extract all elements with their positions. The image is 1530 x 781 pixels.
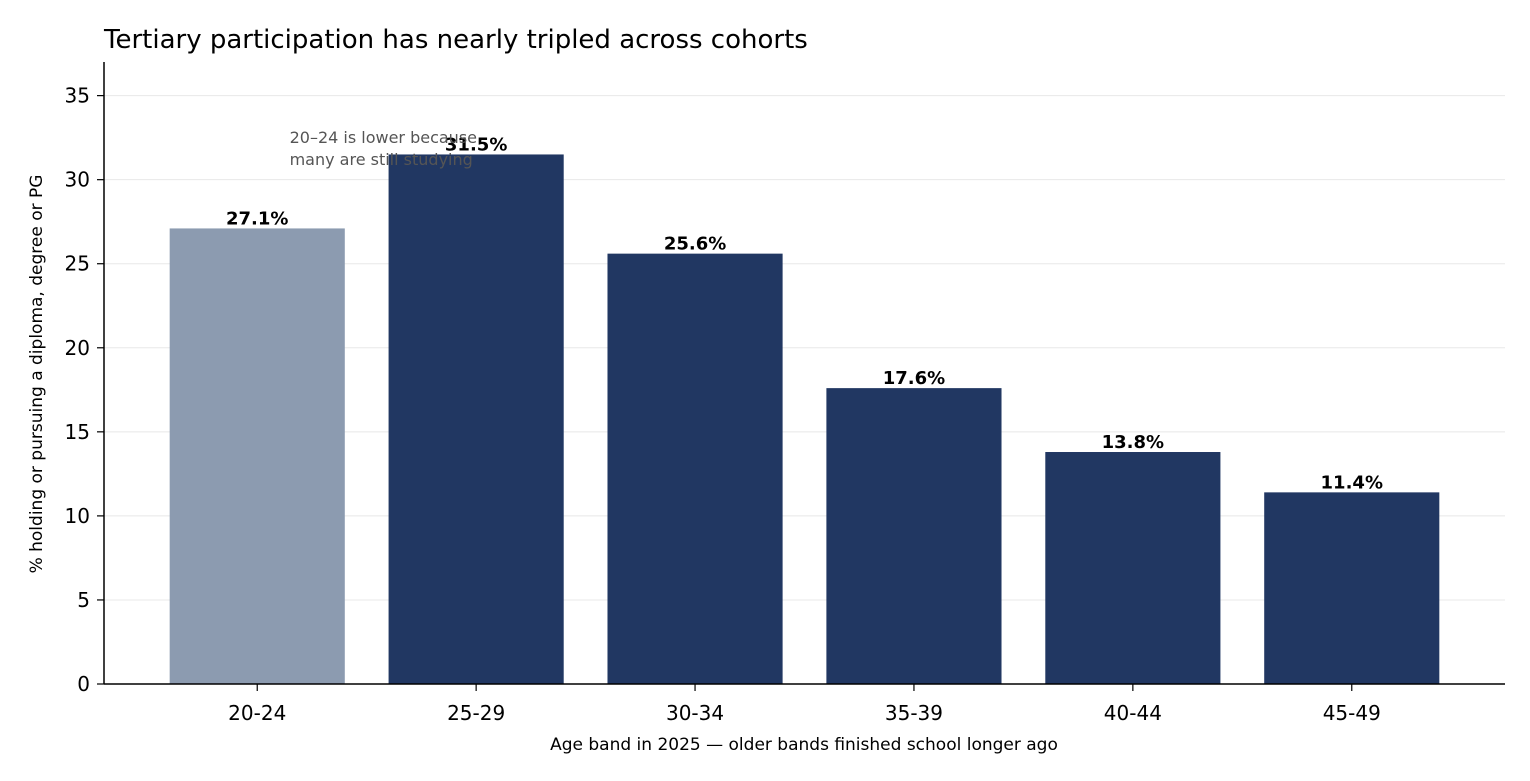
value-labels: 27.1% 31.5% 25.6% 17.6% 13.8% 11.4%: [226, 134, 1383, 493]
y-tick-label: 20: [65, 336, 90, 360]
x-tick-label-35-39: 35-39: [885, 701, 943, 725]
value-label-20-24: 27.1%: [226, 208, 288, 229]
annotation-line: 20–24 is lower because: [290, 128, 477, 147]
y-tick-label: 35: [65, 84, 90, 108]
x-tick-label-30-34: 30-34: [666, 701, 724, 725]
annotation-line: many are still studying: [290, 150, 473, 169]
y-tick-label: 15: [65, 420, 90, 444]
bar-40-44: [1045, 452, 1221, 684]
x-tick-label-40-44: 40-44: [1104, 701, 1162, 725]
bars: [169, 154, 1440, 684]
x-tick-label-20-24: 20-24: [228, 701, 286, 725]
y-tick-label: 25: [65, 252, 90, 276]
bar-20-24: [169, 228, 345, 684]
x-tick-label-45-49: 45-49: [1323, 701, 1381, 725]
value-label-25-29: 31.5%: [445, 134, 507, 155]
value-label-40-44: 13.8%: [1102, 432, 1164, 453]
y-tick-label: 5: [77, 588, 90, 612]
y-tick-label: 0: [77, 672, 90, 696]
axes: [103, 62, 1505, 685]
bar-45-49: [1264, 492, 1440, 684]
annotation: 20–24 is lower because many are still stu…: [290, 128, 477, 169]
chart-title: Tertiary participation has nearly triple…: [103, 25, 808, 55]
x-axis-ticks: 20-24 25-29 30-34 35-39 40-44 45-49: [228, 684, 1381, 725]
bar-25-29: [388, 154, 564, 684]
value-label-35-39: 17.6%: [883, 368, 945, 389]
y-axis-label: % holding or pursuing a diploma, degree …: [27, 175, 47, 574]
value-label-45-49: 11.4%: [1321, 472, 1383, 493]
y-tick-label: 30: [65, 168, 90, 192]
x-tick-label-25-29: 25-29: [447, 701, 505, 725]
y-tick-label: 10: [65, 504, 90, 528]
bar-35-39: [826, 388, 1002, 684]
y-axis-ticks: 0 5 10 15 20 25 30 35: [65, 84, 104, 696]
x-axis-label: Age band in 2025 — older bands finished …: [550, 735, 1058, 755]
bar-30-34: [607, 253, 783, 684]
value-label-30-34: 25.6%: [664, 234, 726, 255]
